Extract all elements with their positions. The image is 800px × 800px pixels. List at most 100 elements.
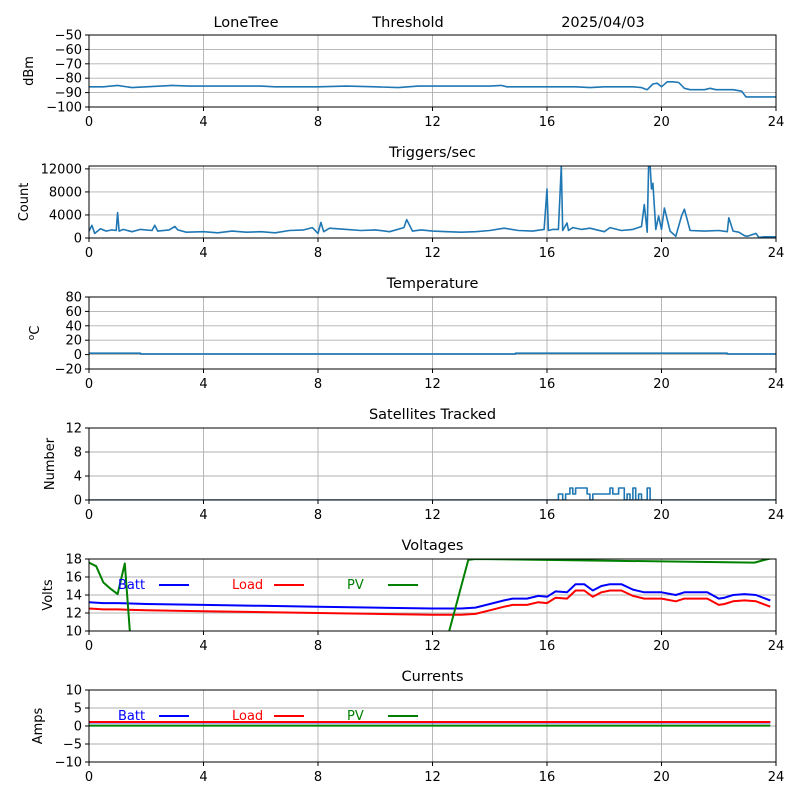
y-tick-label: 20 bbox=[65, 334, 82, 349]
y-tick-label: 0 bbox=[74, 494, 82, 509]
series-line-load bbox=[89, 589, 771, 616]
x-tick-label: 8 bbox=[314, 246, 322, 261]
x-tick-label: 0 bbox=[85, 508, 93, 523]
y-tick-label: 80 bbox=[65, 291, 82, 306]
series-group bbox=[89, 559, 773, 631]
series-line-batt bbox=[89, 583, 771, 610]
x-tick-label: 16 bbox=[539, 508, 556, 523]
axes-frame bbox=[88, 165, 777, 239]
series-group bbox=[89, 81, 776, 98]
y-axis-label: Volts bbox=[41, 579, 56, 611]
series-line-pv bbox=[89, 559, 773, 631]
x-tick-label: 8 bbox=[314, 115, 322, 130]
y-tick-label: 12000 bbox=[41, 162, 82, 177]
x-tick-label: 0 bbox=[85, 770, 93, 785]
x-tick-label: 24 bbox=[768, 246, 785, 261]
x-tick-label: 20 bbox=[653, 377, 670, 392]
axes-frame bbox=[88, 689, 777, 763]
x-tick-label: 4 bbox=[199, 770, 207, 785]
y-tick-label: 12 bbox=[65, 422, 82, 437]
y-tick-label: −20 bbox=[55, 363, 82, 378]
y-tick-label: −50 bbox=[55, 29, 82, 44]
y-tick-label: 5 bbox=[74, 702, 82, 717]
series-group bbox=[89, 352, 776, 355]
panel-title: Satellites Tracked bbox=[369, 407, 496, 423]
y-axis-label: Count bbox=[17, 183, 32, 222]
y-tick-label: −60 bbox=[55, 43, 82, 58]
x-tick-label: 24 bbox=[768, 639, 785, 654]
panel-title: Currents bbox=[401, 669, 463, 685]
axes-frame bbox=[88, 558, 777, 632]
x-tick-label: 20 bbox=[653, 115, 670, 130]
y-tick-label: −100 bbox=[46, 101, 82, 116]
series-line-triggers bbox=[89, 166, 776, 238]
x-tick-label: 12 bbox=[424, 246, 441, 261]
panel-title: Triggers/sec bbox=[388, 145, 476, 161]
y-axis-label: Amps bbox=[31, 707, 46, 744]
x-tick-label: 8 bbox=[314, 377, 322, 392]
x-tick-label: 12 bbox=[424, 377, 441, 392]
y-tick-label: 10 bbox=[65, 684, 82, 699]
x-tick-label: 20 bbox=[653, 770, 670, 785]
y-tick-label: 18 bbox=[65, 553, 82, 568]
panel-signal: 0 4 8 12 16 20 24 −100−90−80−70−60−50 dBm bbox=[22, 29, 784, 131]
x-tick-label: 12 bbox=[424, 508, 441, 523]
legend-label-batt: Batt bbox=[118, 578, 145, 593]
x-tick-label: 20 bbox=[653, 639, 670, 654]
x-tick-label: 8 bbox=[314, 639, 322, 654]
series-group bbox=[89, 721, 771, 727]
y-tick-label: 4000 bbox=[49, 208, 82, 223]
x-tick-label: 0 bbox=[85, 377, 93, 392]
panel-voltages: 0 4 8 12 16 20 24 10 12 14 16 18 Voltages Volts Batt Lo… bbox=[41, 538, 784, 654]
panel-title: Temperature bbox=[386, 276, 479, 292]
station-name: LoneTree bbox=[213, 15, 278, 31]
x-tick-label: 16 bbox=[539, 115, 556, 130]
y-tick-label: 40 bbox=[65, 319, 82, 334]
panel-currents: 0 4 8 12 16 20 24 −10 −5 0 5 10 Currents Amps Batt Load… bbox=[31, 669, 784, 785]
axes-frame bbox=[88, 296, 777, 370]
x-tick-label: 4 bbox=[199, 115, 207, 130]
y-tick-label: 14 bbox=[65, 589, 82, 604]
axes-frame bbox=[88, 427, 777, 501]
y-tick-label: 0 bbox=[74, 348, 82, 363]
x-tick-label: 12 bbox=[424, 639, 441, 654]
y-tick-label: 12 bbox=[65, 607, 82, 622]
y-tick-label: 8000 bbox=[49, 185, 82, 200]
axes-frame bbox=[88, 34, 777, 108]
legend-label-batt: Batt bbox=[118, 709, 145, 724]
x-tick-label: 8 bbox=[314, 508, 322, 523]
x-tick-label: 4 bbox=[199, 639, 207, 654]
panel-satellites: 0 4 8 12 16 20 24 0 4 8 12 Satellites Tracked Number bbox=[43, 407, 784, 523]
y-axis-label: dBm bbox=[22, 56, 37, 86]
y-tick-label: 60 bbox=[65, 305, 82, 320]
y-tick-label: −80 bbox=[55, 72, 82, 87]
legend-label-pv: PV bbox=[347, 578, 364, 593]
x-tick-label: 12 bbox=[424, 115, 441, 130]
x-tick-label: 16 bbox=[539, 639, 556, 654]
x-tick-label: 24 bbox=[768, 115, 785, 130]
series-line-temperature bbox=[89, 352, 776, 355]
series-group bbox=[89, 166, 776, 238]
legend-label-load: Load bbox=[232, 709, 263, 724]
series-line-signal bbox=[89, 81, 776, 98]
x-tick-label: 20 bbox=[653, 508, 670, 523]
y-tick-label: 4 bbox=[74, 470, 82, 485]
legend-label-pv: PV bbox=[347, 709, 364, 724]
x-tick-label: 0 bbox=[85, 246, 93, 261]
series-line-satellites bbox=[89, 487, 776, 500]
x-tick-label: 16 bbox=[539, 377, 556, 392]
panel-triggers: 0 4 8 12 16 20 24 0 4000 8000 12000 Triggers/sec Cou… bbox=[17, 145, 784, 261]
x-tick-label: 20 bbox=[653, 246, 670, 261]
y-tick-label: 0 bbox=[74, 720, 82, 735]
mode-label: Threshold bbox=[371, 15, 443, 31]
y-axis-label: oC bbox=[27, 326, 43, 341]
y-tick-label: −5 bbox=[63, 738, 82, 753]
x-tick-label: 24 bbox=[768, 377, 785, 392]
date-label: 2025/04/03 bbox=[561, 15, 645, 31]
x-tick-label: 12 bbox=[424, 770, 441, 785]
y-tick-label: −10 bbox=[55, 756, 82, 771]
